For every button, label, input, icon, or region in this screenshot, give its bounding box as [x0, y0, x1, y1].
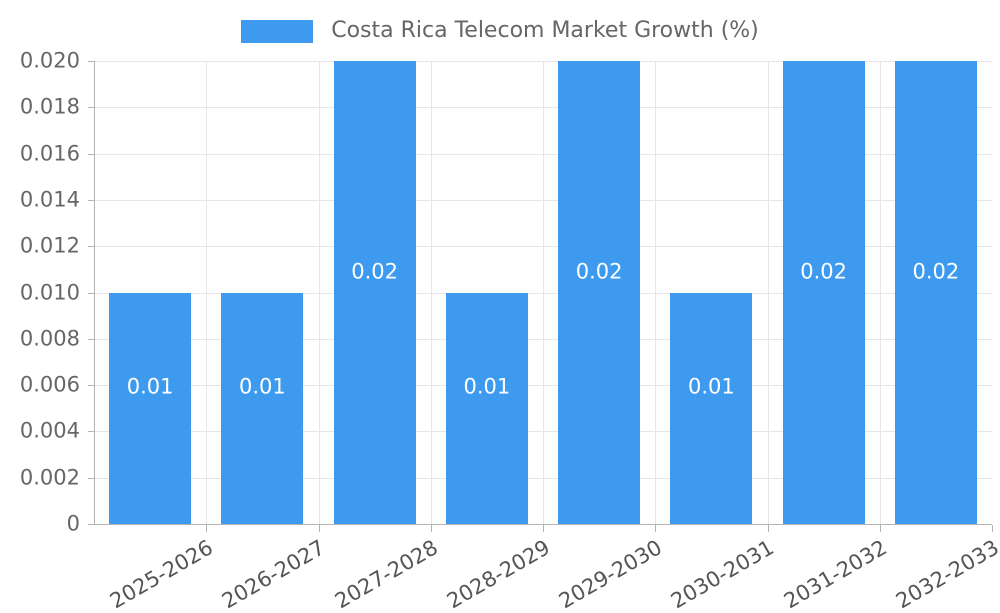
y-axis-tick-mark	[88, 524, 94, 525]
bar-value-label: 0.01	[463, 374, 511, 399]
x-axis-tick-mark	[767, 525, 769, 532]
y-axis-tick-label: 0.020	[19, 48, 80, 73]
bar-value-label: 0.02	[351, 259, 398, 283]
y-axis-tick-mark	[88, 107, 94, 109]
x-gridline	[206, 61, 208, 524]
y-axis-tick-mark	[88, 61, 94, 62]
y-axis-tick-label: 0.012	[19, 233, 80, 258]
bar[interactable]: 0.02	[558, 61, 641, 524]
plot-area: 0.01 0.01 0.02 0.01 0.02 0.01 0.02 0.02	[94, 61, 992, 525]
y-axis-tick-label: 0.002	[19, 465, 80, 490]
x-axis-tick-mark	[318, 525, 320, 532]
x-gridline	[318, 61, 320, 524]
bar-value-label: 0.02	[800, 259, 847, 283]
bar-value-label: 0.01	[687, 374, 735, 399]
x-axis-tick-label: 2031-2032	[779, 535, 891, 613]
x-axis-tick-mark	[992, 525, 993, 532]
x-axis-tick-mark	[879, 525, 881, 532]
y-axis-tick-mark	[88, 385, 94, 387]
y-axis-tick-label: 0.010	[19, 280, 80, 304]
chart-legend: Costa Rica Telecom Market Growth (%)	[0, 12, 1000, 50]
x-axis-tick-label: 2025-2026	[105, 535, 218, 613]
x-gridline	[543, 61, 544, 524]
y-axis-tick-mark	[88, 199, 94, 201]
bar[interactable]: 0.02	[894, 61, 977, 524]
x-axis-tick-label: 2026-2027	[218, 535, 330, 613]
bar-value-label: 0.01	[126, 374, 174, 399]
y-axis-tick-label: 0.018	[19, 94, 80, 119]
bar[interactable]: 0.02	[333, 61, 416, 524]
y-axis-tick-label: 0	[66, 511, 80, 536]
y-axis-tick-mark	[88, 477, 94, 479]
x-axis-tick-mark	[206, 525, 208, 532]
bar-value-label: 0.02	[912, 259, 960, 283]
y-axis-line	[94, 61, 95, 525]
legend-label-series-0: Costa Rica Telecom Market Growth (%)	[331, 18, 759, 43]
y-axis-tick-label: 0.006	[19, 372, 80, 397]
bar[interactable]: 0.01	[221, 292, 304, 524]
bar[interactable]: 0.01	[670, 292, 753, 524]
x-axis-tick-label: 2029-2030	[554, 535, 667, 613]
legend-swatch-series-0[interactable]	[241, 19, 314, 43]
x-gridline	[430, 61, 432, 524]
bar[interactable]: 0.01	[109, 292, 192, 524]
bar-value-label: 0.02	[575, 259, 623, 283]
x-gridline	[767, 61, 769, 524]
bar[interactable]: 0.01	[445, 292, 528, 524]
y-axis-tick-mark	[88, 431, 94, 433]
y-axis-tick-mark	[88, 246, 94, 248]
x-axis-tick-label: 2032-2033	[891, 535, 1000, 613]
x-gridline	[879, 61, 881, 524]
x-axis-tick-label: 2027-2028	[330, 535, 442, 613]
bar[interactable]: 0.02	[782, 61, 865, 524]
y-axis-tick-label: 0.008	[19, 326, 80, 351]
x-axis-tick-label: 2028-2029	[442, 535, 554, 613]
x-axis-tick-mark	[430, 525, 432, 532]
y-axis-tick-mark	[88, 153, 94, 155]
y-axis-tick-mark	[88, 338, 94, 340]
bar-value-label: 0.01	[238, 374, 286, 399]
y-axis-tick-label: 0.016	[19, 141, 80, 166]
x-axis-tick-mark	[543, 525, 544, 532]
y-axis-tick-label: 0.014	[19, 187, 80, 212]
y-axis-tick-mark	[88, 292, 94, 294]
x-axis-tick-mark	[655, 525, 657, 532]
x-axis-line	[94, 524, 992, 525]
y-axis-tick-label: 0.004	[19, 418, 80, 443]
x-gridline	[655, 61, 657, 524]
bar-chart: Costa Rica Telecom Market Growth (%) 0.0…	[0, 12, 1000, 613]
x-axis-tick-label: 2030-2031	[667, 535, 779, 613]
